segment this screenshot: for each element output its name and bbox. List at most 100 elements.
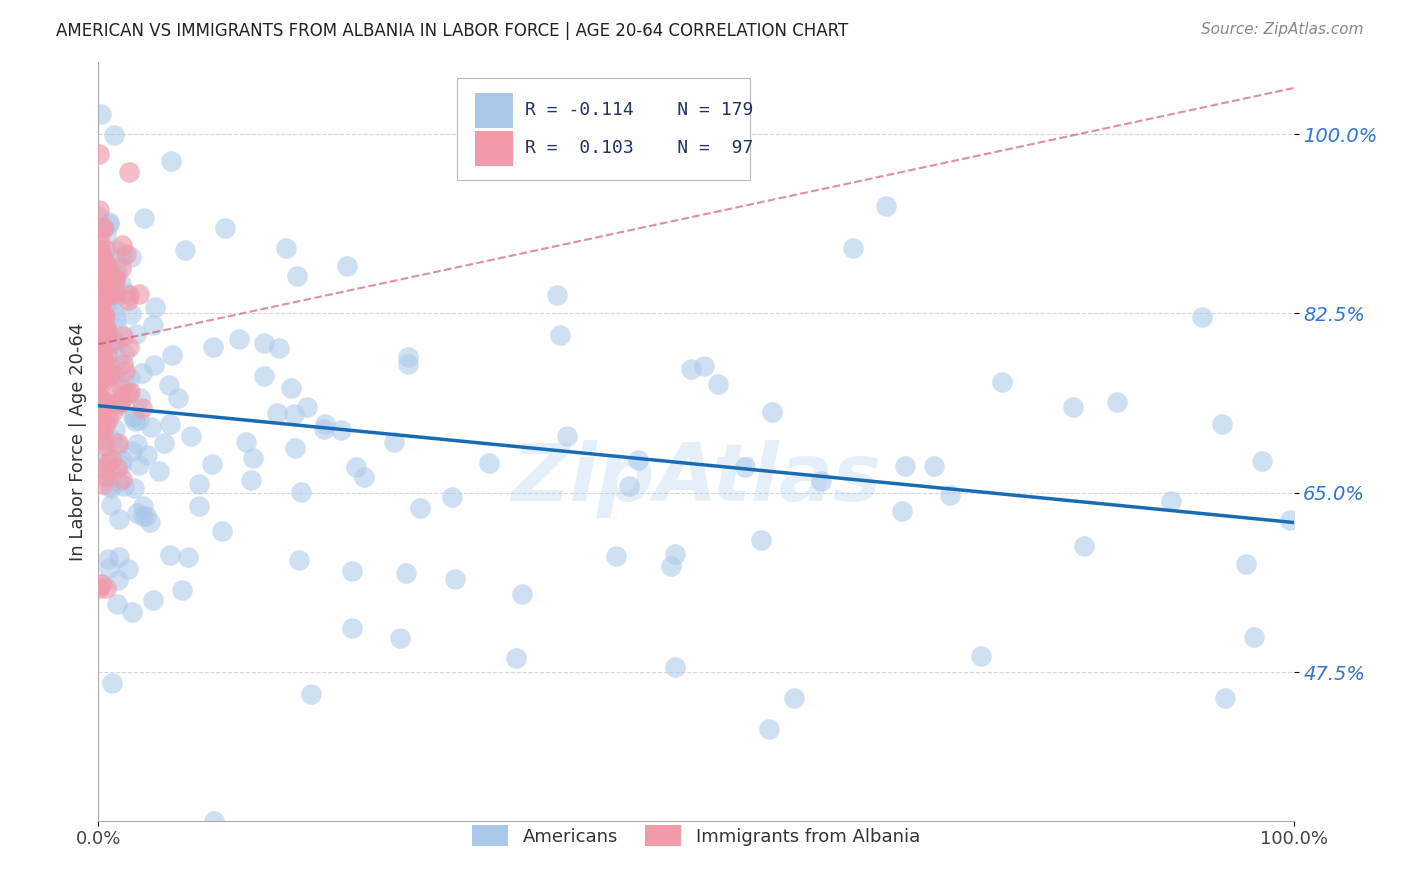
Point [125,327,148,342]
Point [90,286,112,301]
Point [112,346,135,360]
Point [110,393,132,408]
Point [93,320,115,334]
Point [267,341,290,355]
Point [188,477,211,491]
Point [100,498,122,512]
Point [91,371,114,385]
Point [274,241,297,255]
Point [104,267,127,281]
Point [91,268,114,282]
Point [280,381,302,395]
Point [93,395,115,409]
Point [91,363,114,377]
Point [91,268,114,282]
Point [89,306,111,320]
Point [108,395,131,409]
Point [664,547,686,561]
Point [131,401,153,415]
Point [111,472,134,486]
Point [842,241,865,255]
Point [105,321,128,335]
Point [114,364,136,378]
Point [121,409,143,424]
Point [87,210,110,224]
Point [105,334,128,349]
Point [104,284,127,298]
Point [128,412,150,426]
Point [96,287,118,301]
Point [89,147,111,161]
Point [314,422,336,436]
Point [98,215,121,229]
Point [396,357,419,371]
Point [117,562,139,576]
Point [890,504,912,518]
Point [90,342,112,356]
Point [91,250,114,264]
FancyBboxPatch shape [475,93,513,128]
Point [344,460,367,475]
Point [93,394,115,409]
Point [157,377,180,392]
Point [142,592,165,607]
Point [112,479,135,493]
Point [160,348,183,362]
Point [180,428,202,442]
Point [1243,631,1265,645]
Point [148,464,170,478]
Point [132,508,155,523]
Point [91,434,114,448]
Point [89,399,111,413]
Point [115,286,138,301]
Point [101,404,124,418]
Point [152,436,174,450]
Point [111,382,134,396]
Point [97,287,120,301]
Point [444,572,467,586]
Point [118,165,141,179]
Point [132,500,155,514]
Point [139,515,162,529]
Point [105,386,128,401]
Point [548,328,571,343]
Legend: Americans, Immigrants from Albania: Americans, Immigrants from Albania [465,818,927,854]
Point [93,439,115,453]
Point [353,470,375,484]
Point [382,434,405,449]
Point [617,478,640,492]
Point [103,287,125,301]
Point [285,268,308,283]
Point [111,328,134,343]
Point [1211,417,1233,431]
Point [98,367,121,381]
Point [91,345,114,359]
Point [131,366,153,380]
Point [110,277,132,292]
Text: ZipAtlas: ZipAtlas [510,441,882,518]
Text: R =  0.103    N =  97: R = 0.103 N = 97 [524,139,754,157]
Point [211,524,233,538]
Text: AMERICAN VS IMMIGRANTS FROM ALBANIA IN LABOR FORCE | AGE 20-64 CORRELATION CHART: AMERICAN VS IMMIGRANTS FROM ALBANIA IN L… [56,22,848,40]
Point [187,500,209,514]
Point [111,238,134,252]
Point [94,468,117,483]
Point [1073,539,1095,553]
Point [90,277,112,292]
Point [110,452,132,467]
Point [97,552,120,566]
Point [104,274,127,288]
Point [96,468,118,483]
Point [121,443,143,458]
Text: Source: ZipAtlas.com: Source: ZipAtlas.com [1201,22,1364,37]
Point [89,389,111,403]
Point [94,398,117,412]
Point [202,814,225,828]
Point [118,288,141,302]
Point [97,456,120,470]
Point [288,552,311,566]
Point [107,573,129,587]
Point [605,549,627,563]
Point [97,265,120,279]
Point [93,309,115,323]
